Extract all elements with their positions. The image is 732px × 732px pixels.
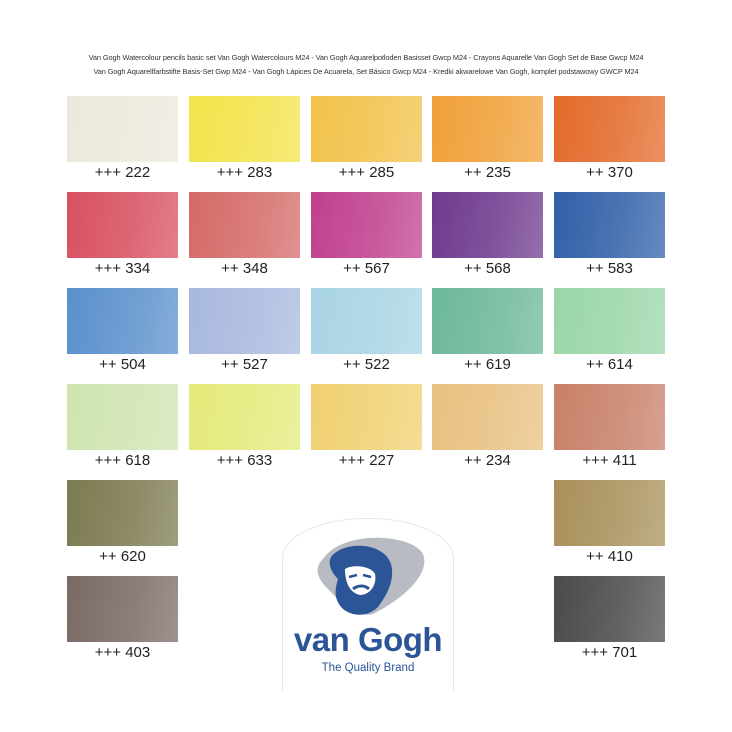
color-swatch: [67, 288, 178, 354]
color-swatch: [311, 192, 422, 258]
swatch-label: +++ 701: [581, 644, 638, 661]
color-swatch: [311, 288, 422, 354]
color-swatch: [189, 96, 300, 162]
swatch-label: ++ 567: [343, 260, 390, 277]
swatch-label: ++ 568: [464, 260, 511, 277]
swatch-label: +++ 334: [94, 260, 151, 277]
brand-tagline: The Quality Brand: [321, 662, 415, 674]
color-swatch: [189, 288, 300, 354]
color-swatch: [67, 576, 178, 642]
color-swatch: [432, 384, 543, 450]
color-swatch: [554, 288, 665, 354]
swatch-label: ++ 527: [221, 356, 268, 373]
swatch-label: ++ 614: [586, 356, 633, 373]
swatch-label: ++ 522: [343, 356, 390, 373]
swatch-label: +++ 618: [94, 452, 151, 469]
swatch-label: ++ 583: [586, 260, 633, 277]
color-swatch: [554, 480, 665, 546]
swatch-label: ++ 234: [464, 452, 511, 469]
color-swatch: [67, 192, 178, 258]
color-swatch: [67, 384, 178, 450]
color-swatch: [554, 384, 665, 450]
color-swatch: [432, 96, 543, 162]
brand-name: van Gogh: [293, 621, 443, 658]
color-swatch: [311, 384, 422, 450]
swatch-label: +++ 285: [338, 164, 395, 181]
swatch-label: ++ 410: [586, 548, 633, 565]
van-gogh-portrait-icon: [317, 537, 425, 615]
swatch-label: ++ 620: [99, 548, 146, 565]
color-swatch: [554, 576, 665, 642]
color-swatch: [311, 96, 422, 162]
header-line-1: Van Gogh Watercolour pencils basic set V…: [88, 53, 644, 62]
swatch-label: ++ 235: [464, 164, 511, 181]
color-swatch: [189, 192, 300, 258]
brand-logo: van Gogh The Quality Brand: [282, 518, 454, 691]
swatch-label: +++ 403: [94, 644, 151, 661]
swatch-label: ++ 619: [464, 356, 511, 373]
color-swatch: [67, 480, 178, 546]
swatch-label: +++ 633: [216, 452, 273, 469]
swatch-label: ++ 504: [99, 356, 146, 373]
color-swatch: [432, 288, 543, 354]
color-swatch: [554, 96, 665, 162]
color-swatch: [432, 192, 543, 258]
color-swatch: [189, 384, 300, 450]
swatch-label: +++ 227: [338, 452, 395, 469]
swatch-label: ++ 348: [221, 260, 268, 277]
swatch-label: +++ 222: [94, 164, 151, 181]
color-swatch: [554, 192, 665, 258]
swatch-label: +++ 283: [216, 164, 273, 181]
header-line-2: Van Gogh Aquarellfarbstifte Basis-Set Gw…: [93, 67, 639, 76]
swatch-label: +++ 411: [582, 452, 637, 469]
swatch-label: ++ 370: [586, 164, 633, 181]
color-swatch: [67, 96, 178, 162]
